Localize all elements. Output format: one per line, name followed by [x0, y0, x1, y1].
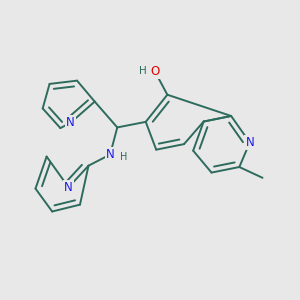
Text: H: H: [120, 152, 127, 161]
Text: N: N: [66, 116, 75, 129]
Text: O: O: [150, 65, 160, 78]
Text: N: N: [106, 148, 115, 161]
Text: N: N: [64, 181, 73, 194]
Text: H: H: [139, 67, 147, 76]
Text: N: N: [245, 136, 254, 149]
